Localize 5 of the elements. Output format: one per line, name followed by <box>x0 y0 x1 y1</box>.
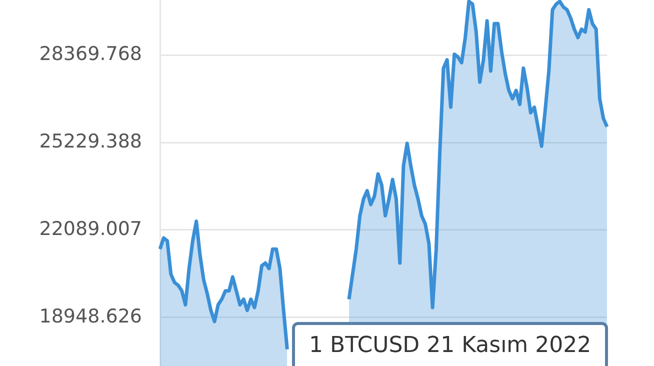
y-tick-label: 25229.388 <box>39 130 142 152</box>
y-tick-label: 28369.768 <box>39 43 142 66</box>
y-tick-label: 18948.626 <box>39 305 142 328</box>
annotation: 1 BTCUSD 21 Kasım 2022 <box>292 322 608 366</box>
y-tick-label: 22089.007 <box>39 218 142 240</box>
